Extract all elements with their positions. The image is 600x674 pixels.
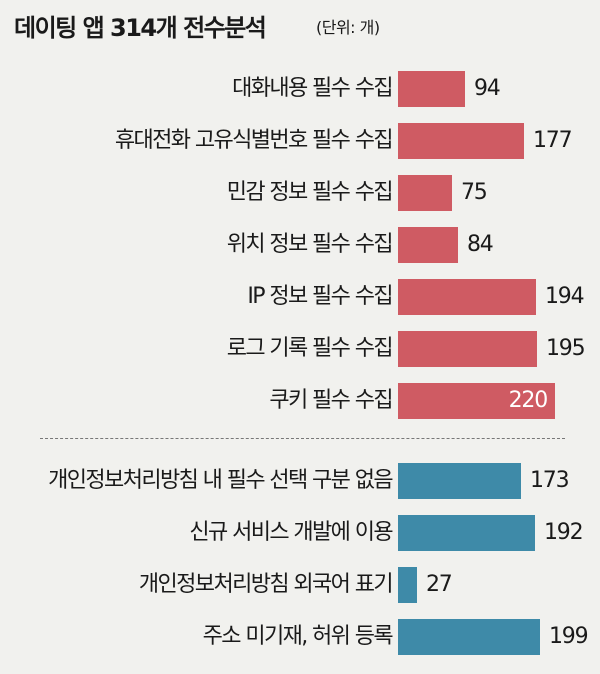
category-label: 대화내용 필수 수집 xyxy=(232,76,394,101)
category-label: IP 정보 필수 수집 xyxy=(247,284,393,309)
value-label: 84 xyxy=(467,232,494,257)
chart-title: 데이팅 앱 314개 전수분석 xyxy=(14,14,267,42)
bar xyxy=(398,463,521,499)
group-divider xyxy=(40,438,565,439)
category-label: 로그 기록 필수 수집 xyxy=(226,336,394,361)
bar xyxy=(398,175,452,211)
category-label: 위치 정보 필수 수집 xyxy=(226,232,394,257)
category-label: 민감 정보 필수 수집 xyxy=(226,180,394,205)
category-label: 휴대전화 고유식별번호 필수 수집 xyxy=(114,128,394,153)
value-label: 75 xyxy=(461,180,488,205)
bar xyxy=(398,71,465,107)
bar xyxy=(398,515,535,551)
category-label: 개인정보처리방침 내 필수 선택 구분 없음 xyxy=(48,468,393,493)
bar xyxy=(398,383,555,419)
bar xyxy=(398,227,458,263)
value-label: 199 xyxy=(549,624,589,649)
value-label: 27 xyxy=(426,572,453,597)
bar xyxy=(398,567,417,603)
value-label: 173 xyxy=(530,468,570,493)
value-label: 192 xyxy=(544,520,584,545)
value-label: 94 xyxy=(474,76,501,101)
value-label: 220 xyxy=(508,388,549,413)
category-label: 주소 미기재, 허위 등록 xyxy=(202,624,394,649)
bar xyxy=(398,619,540,655)
unit-note: (단위: 개) xyxy=(316,18,380,37)
category-label: 신규 서비스 개발에 이용 xyxy=(189,520,393,545)
value-label: 195 xyxy=(546,336,586,361)
value-label: 177 xyxy=(533,128,573,153)
value-label: 194 xyxy=(545,284,585,309)
category-label: 개인정보처리방침 외국어 표기 xyxy=(138,572,394,597)
category-label: 쿠키 필수 수집 xyxy=(269,388,393,413)
bar xyxy=(398,331,537,367)
bar xyxy=(398,279,536,315)
bar xyxy=(398,123,524,159)
